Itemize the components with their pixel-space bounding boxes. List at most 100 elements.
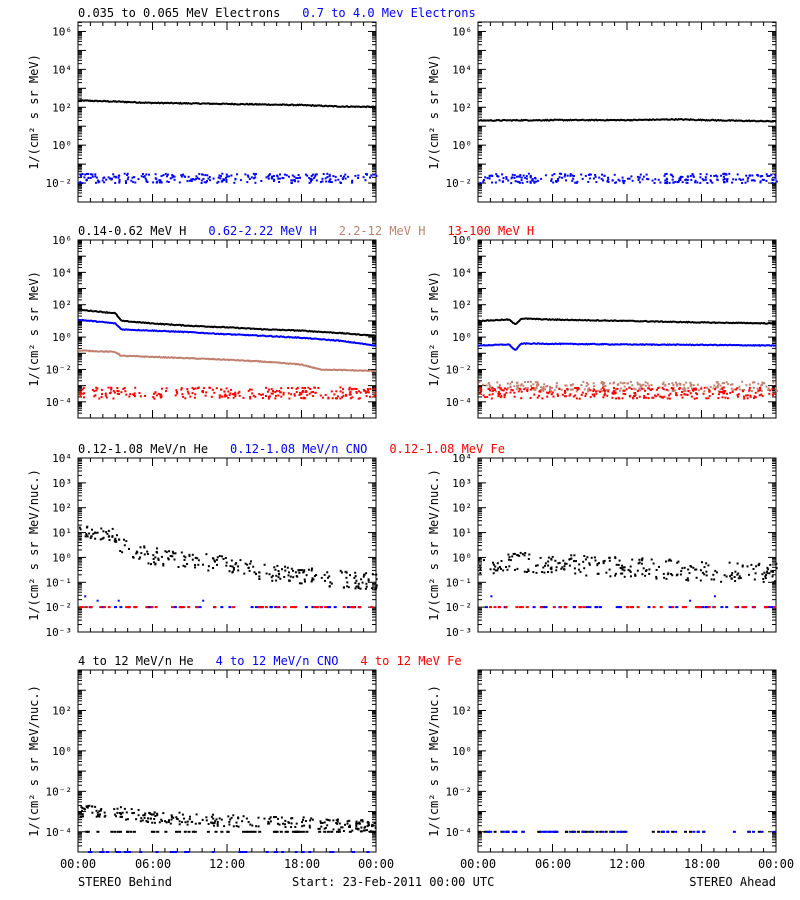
data-point	[702, 179, 705, 182]
data-point	[564, 389, 566, 392]
data-point	[240, 851, 244, 853]
data-point	[575, 560, 577, 563]
data-point	[253, 571, 256, 574]
data-point	[718, 390, 721, 393]
data-point	[767, 568, 770, 571]
data-point	[675, 606, 679, 609]
y-tick-label: 10⁰	[52, 745, 72, 758]
data-point	[663, 576, 666, 579]
data-point	[753, 397, 755, 399]
data-point	[96, 811, 99, 814]
data-point	[127, 606, 131, 609]
data-point	[166, 175, 168, 178]
data-point	[232, 393, 235, 396]
data-point	[314, 175, 317, 178]
data-point	[252, 394, 255, 397]
data-point	[250, 176, 253, 179]
data-point	[297, 569, 300, 572]
data-point	[767, 389, 770, 391]
data-point	[695, 606, 699, 609]
data-point	[128, 548, 130, 550]
data-point	[153, 561, 155, 564]
data-point	[164, 550, 167, 553]
data-point	[210, 395, 213, 398]
data-point	[540, 830, 544, 833]
data-point	[581, 391, 584, 394]
data-point	[355, 391, 358, 394]
data-point	[520, 176, 523, 179]
data-point	[745, 384, 748, 387]
data-point	[663, 174, 666, 177]
data-point	[83, 396, 85, 399]
data-point	[351, 181, 354, 184]
data-point	[82, 392, 85, 395]
data-point	[623, 385, 626, 388]
data-point	[338, 822, 341, 825]
data-point	[744, 606, 748, 609]
data-point	[169, 555, 172, 557]
data-point	[631, 384, 634, 387]
data-point	[145, 173, 148, 176]
data-point	[691, 387, 693, 390]
y-tick-label: 10²	[452, 299, 472, 312]
data-point	[642, 383, 645, 386]
data-point	[611, 392, 614, 395]
x-tick-label: 06:00	[535, 857, 571, 871]
data-point	[634, 574, 637, 577]
data-point	[336, 395, 339, 398]
data-point	[480, 388, 483, 391]
data-point	[375, 573, 378, 576]
data-point	[489, 386, 492, 389]
data-point	[225, 179, 228, 181]
data-point	[216, 823, 219, 825]
data-point	[282, 393, 285, 396]
data-point	[313, 177, 316, 179]
data-point	[178, 823, 181, 826]
data-point	[757, 174, 759, 177]
data-point	[250, 606, 254, 609]
data-point	[329, 181, 332, 183]
data-point	[196, 176, 199, 179]
data-point	[544, 606, 548, 609]
data-point	[357, 587, 360, 589]
data-point	[721, 382, 724, 385]
data-point	[354, 571, 357, 574]
data-point	[612, 830, 616, 833]
series-13-100-mev-h	[79, 386, 377, 400]
data-point	[588, 563, 591, 566]
data-point	[520, 397, 523, 400]
data-point	[529, 397, 532, 399]
data-point	[644, 381, 647, 384]
data-point	[288, 571, 290, 574]
data-point	[290, 826, 293, 829]
y-tick-label: 10⁻²	[446, 601, 473, 614]
data-point	[552, 181, 555, 184]
series-0-62-2-22-mev-h	[77, 318, 377, 347]
data-point	[647, 393, 649, 396]
data-point	[555, 384, 558, 387]
data-point	[482, 394, 485, 397]
data-point	[272, 830, 276, 833]
data-point	[213, 606, 217, 609]
data-point	[681, 388, 684, 391]
data-point	[583, 388, 586, 391]
data-point	[366, 851, 370, 853]
data-point	[595, 181, 598, 184]
data-point	[722, 386, 725, 389]
data-point	[564, 395, 567, 398]
x-tick-labels-ahead: 00:00 06:00 12:00 18:00 00:00	[460, 857, 794, 871]
data-point	[178, 606, 182, 609]
data-point	[328, 173, 331, 176]
data-point	[687, 387, 690, 390]
data-point	[187, 392, 190, 395]
data-point	[168, 819, 170, 822]
data-point	[112, 390, 115, 393]
data-point	[160, 395, 163, 398]
data-point	[263, 817, 266, 820]
data-point	[551, 174, 554, 177]
data-point	[297, 174, 300, 176]
data-point	[188, 179, 191, 182]
data-point	[645, 396, 648, 399]
data-point	[557, 394, 559, 397]
y-tick-label: 10⁻⁴	[446, 396, 473, 409]
